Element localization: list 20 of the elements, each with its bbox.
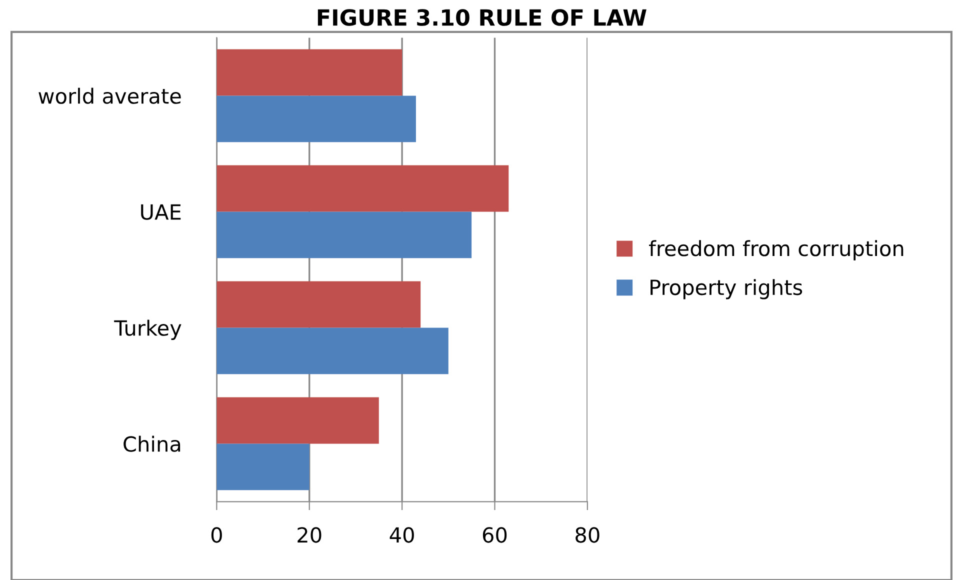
- y-tick-label: China: [124, 436, 180, 452]
- legend-label: Property rights: [650, 279, 802, 300]
- bar: [216, 96, 416, 142]
- bar: [216, 397, 379, 444]
- legend-label: freedom from corruption: [649, 240, 904, 260]
- y-tick-label: UAE: [141, 204, 181, 220]
- chart-title: FIGURE 3.10 RULE OF LAW: [318, 9, 646, 26]
- x-tick-label: 20: [298, 527, 322, 543]
- bar: [216, 281, 421, 328]
- x-tick-label: 0: [211, 527, 222, 543]
- bar: [216, 444, 310, 490]
- x-tick-label: 80: [576, 527, 600, 543]
- y-tick-label: Turkey: [114, 320, 182, 340]
- bar: [216, 328, 448, 374]
- y-tick-label: world averate: [38, 88, 181, 104]
- bar: [216, 49, 402, 96]
- bar: [216, 165, 509, 212]
- bar: [216, 212, 472, 258]
- x-tick-label: 60: [482, 527, 507, 543]
- x-tick-label: 40: [390, 527, 414, 543]
